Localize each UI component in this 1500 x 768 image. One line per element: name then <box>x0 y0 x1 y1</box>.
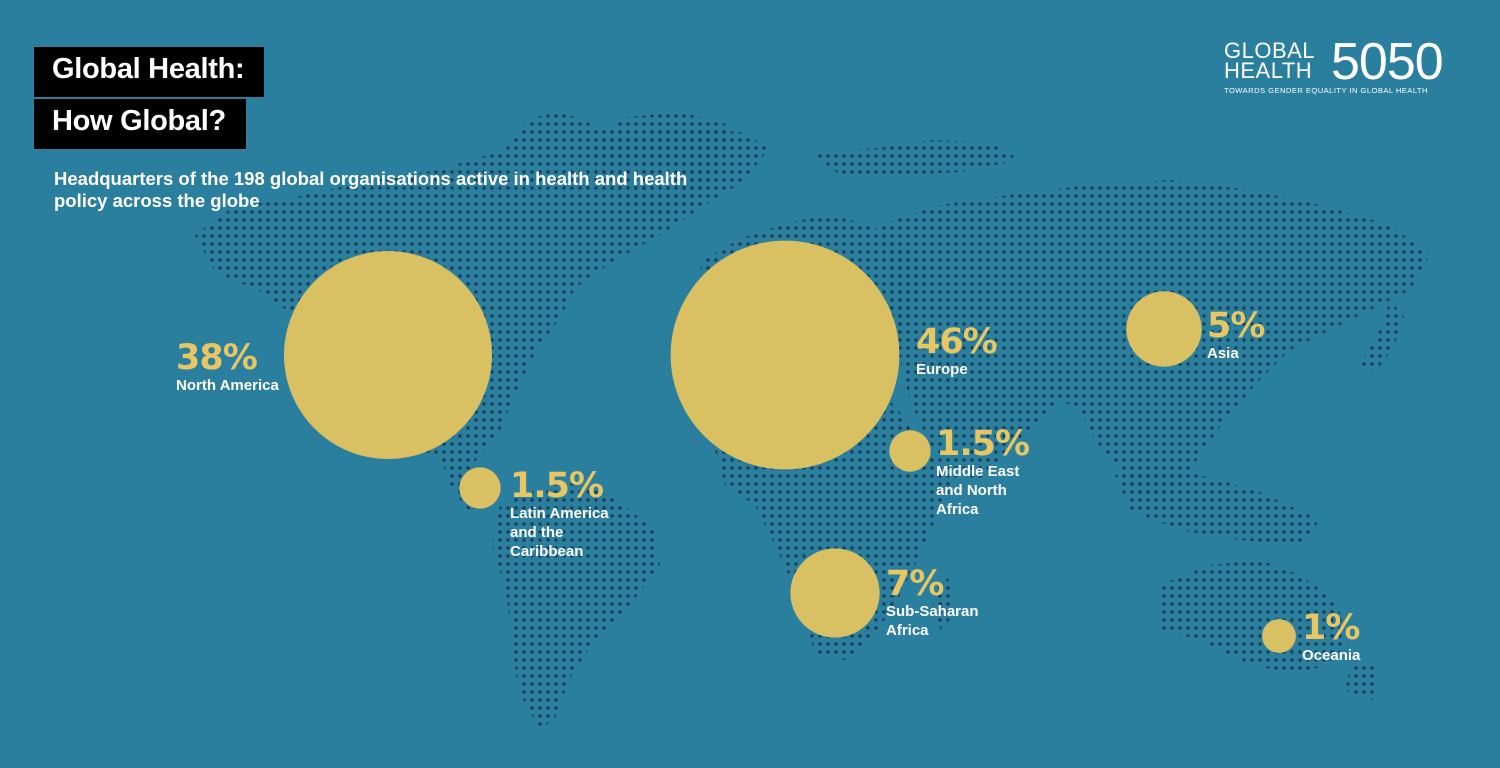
title-line-1: Global Health: <box>34 47 265 97</box>
bubble-north-america <box>284 251 492 459</box>
region-label: Middle East and North Africa <box>936 463 1020 518</box>
region-label: Latin America and the Caribbean <box>510 505 609 560</box>
percent-label: 46% <box>916 322 998 362</box>
stat-latin-america: 1.5% Latin America and the Caribbean <box>510 468 609 561</box>
region-label: Europe <box>916 361 968 378</box>
region-label: North America <box>176 377 279 394</box>
title-line-2: How Global? <box>34 99 246 149</box>
bubble-europe <box>670 240 900 470</box>
logo-number: 5050 <box>1331 33 1444 91</box>
stat-europe: 46% Europe <box>916 322 998 379</box>
stat-north-america: 38% North America <box>176 340 279 395</box>
stat-sub-saharan: 7% Sub-Saharan Africa <box>886 566 979 640</box>
madagascar-land <box>932 578 955 632</box>
arctic-islands-land <box>810 140 1020 175</box>
japan-land <box>1360 300 1405 372</box>
percent-label: 5% <box>1207 306 1265 346</box>
bubble-sub-saharan <box>790 548 880 638</box>
logo-word-global: GLOBAL <box>1224 38 1316 63</box>
region-label: Asia <box>1207 345 1239 362</box>
region-label: Sub-Saharan Africa <box>886 603 979 639</box>
south-america-land <box>492 480 660 730</box>
percent-label: 1.5% <box>936 424 1030 464</box>
bubble-asia <box>1126 291 1202 367</box>
new-zealand-land <box>1345 660 1378 700</box>
bubble-oceania <box>1262 619 1296 653</box>
australia-land <box>1160 560 1350 675</box>
logo-word-health: HEALTH <box>1224 58 1313 83</box>
stat-oceania: 1% Oceania <box>1302 610 1360 665</box>
stat-asia: 5% Asia <box>1207 306 1265 363</box>
bubble-middle-east <box>889 430 931 472</box>
bubble-latin-america <box>459 467 501 509</box>
percent-label: 1.5% <box>510 466 604 506</box>
region-label: Oceania <box>1302 647 1361 664</box>
percent-label: 38% <box>176 338 258 378</box>
percent-label: 1% <box>1302 608 1360 648</box>
stat-middle-east: 1.5% Middle East and North Africa <box>936 424 1030 519</box>
indonesia-land <box>1115 470 1320 545</box>
subtitle: Headquarters of the 198 global organisat… <box>54 168 688 211</box>
bubble-layer <box>284 240 1296 653</box>
percent-label: 7% <box>886 564 944 604</box>
greenland-land <box>590 112 730 220</box>
logo-tagline: TOWARDS GENDER EQUALITY IN GLOBAL HEALTH <box>1224 86 1428 95</box>
